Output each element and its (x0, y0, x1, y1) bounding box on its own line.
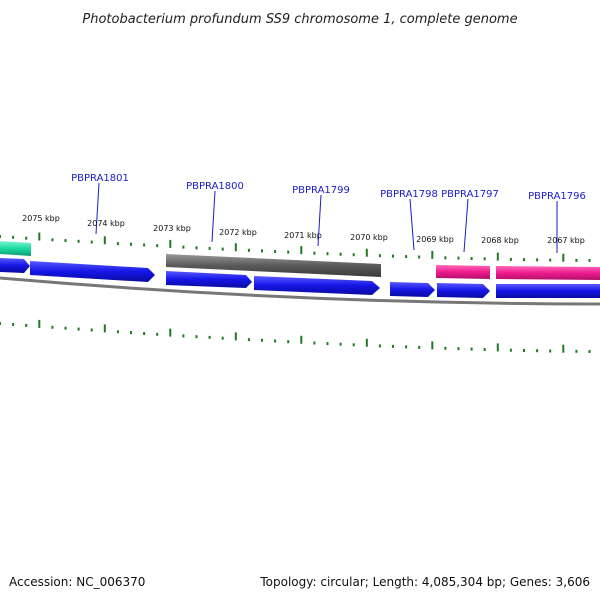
reverse-strand-features (0, 241, 600, 280)
tick-label-2070: 2070 kbp (350, 233, 388, 242)
gene-label-pbpra1801: PBPRA1801 (71, 173, 129, 184)
rrna-feature-gray (166, 254, 381, 277)
cds-arrow-pbpra1797 (437, 283, 490, 298)
leader-line-pbpra1801 (95, 182, 100, 235)
cds-arrow-pbpra1799 (254, 276, 380, 295)
chromosome-backbone (0, 276, 600, 306)
leader-line-pbpra1798 (409, 198, 415, 251)
leader-line-pbpra1799 (317, 194, 322, 247)
genome-summary-text: Topology: circular; Length: 4,085,304 bp… (259, 575, 590, 589)
leader-line-pbpra1800 (211, 190, 216, 243)
gene-label-pbpra1797: PBPRA1797 (441, 189, 499, 200)
cds-arrow-pbpra1796 (496, 284, 600, 298)
accession-text: Accession: NC_006370 (9, 575, 145, 589)
tick-labels: 2075 kbp 2074 kbp 2073 kbp 2072 kbp 2071… (22, 214, 585, 245)
tick-label-2073: 2073 kbp (153, 224, 191, 233)
scale-ticks-outer (0, 232, 591, 262)
tick-label-2067: 2067 kbp (547, 236, 585, 245)
tick-label-2068: 2068 kbp (481, 236, 519, 245)
gene-leader-lines (95, 182, 558, 253)
gene-label-pbpra1798: PBPRA1798 (380, 189, 438, 200)
cds-arrow-pbpra1800 (166, 271, 252, 288)
leader-line-pbpra1797 (463, 198, 469, 253)
gene-label-pbpra1800: PBPRA1800 (186, 181, 244, 192)
tick-label-2069: 2069 kbp (416, 235, 454, 244)
cds-arrow-pbpra1798 (390, 282, 435, 297)
trna-feature-pink-1 (436, 265, 490, 279)
misc-feature-teal (0, 241, 31, 256)
tick-label-2071: 2071 kbp (284, 231, 322, 240)
trna-feature-pink-2 (496, 266, 600, 280)
gene-label-pbpra1796: PBPRA1796 (528, 191, 586, 202)
map-title: Photobacterium profundum SS9 chromosome … (82, 12, 517, 27)
tick-label-2074: 2074 kbp (87, 219, 125, 228)
gene-label-pbpra1799: PBPRA1799 (292, 185, 350, 196)
tick-label-2072: 2072 kbp (219, 228, 257, 237)
cds-arrow-pbpra1801 (30, 261, 155, 282)
scale-ticks-inner (0, 319, 591, 353)
cds-arrow-1 (0, 258, 30, 273)
forward-strand-cds (0, 258, 600, 298)
gene-labels: PBPRA1801 PBPRA1800 PBPRA1799 PBPRA1798 … (71, 173, 586, 202)
tick-label-2075: 2075 kbp (22, 214, 60, 223)
